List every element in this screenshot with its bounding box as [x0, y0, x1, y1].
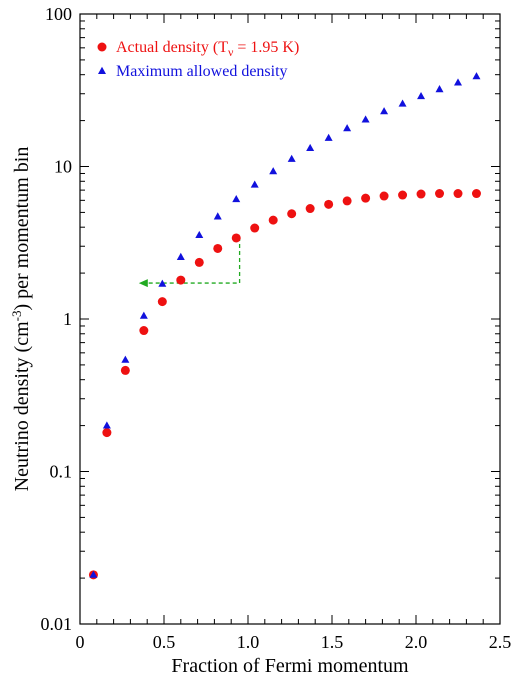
maximum-density-point: [121, 355, 130, 363]
maximum-density-point: [398, 99, 407, 107]
y-tick-label: 10: [54, 157, 72, 177]
maximum-density-point: [269, 167, 278, 175]
y-tick-label: 0.1: [50, 462, 73, 482]
x-tick-label: 0.5: [153, 632, 176, 652]
actual-density-point: [435, 189, 445, 199]
data-series: [88, 72, 481, 580]
actual-density-point: [398, 190, 408, 200]
y-tick-label: 0.01: [41, 614, 73, 634]
legend-label-actual-density: Actual density (Tν = 1.95 K): [116, 39, 299, 59]
x-tick-label: 0: [76, 632, 85, 652]
actual-density-point: [268, 215, 278, 225]
actual-density-point: [176, 275, 186, 285]
maximum-density-point: [454, 78, 462, 86]
maximum-density-point: [417, 92, 426, 100]
x-axis-title: Fraction of Fermi momentum: [171, 655, 409, 677]
maximum-density-point: [250, 180, 259, 188]
maximum-density-point: [306, 143, 315, 152]
maximum-density-point: [380, 107, 389, 115]
actual-density-point: [287, 209, 297, 219]
maximum-density-point: [287, 154, 296, 162]
actual-density-point: [194, 257, 204, 267]
plot-frame: [79, 13, 501, 625]
actual-density-point: [120, 365, 130, 375]
actual-density-point: [157, 297, 167, 307]
actual-density-point: [471, 189, 481, 199]
maximum-density-point: [324, 133, 333, 141]
y-axis-title: Neutrino density (cm-3) per momentum bin: [9, 147, 33, 492]
y-axis-title-sup: -3: [9, 311, 24, 322]
legend-label-maximum-density: Maximum allowed density: [116, 63, 288, 80]
actual-density-point: [379, 191, 389, 201]
annotation-dashed-path: [138, 236, 241, 284]
x-tick-label: 1.0: [237, 632, 260, 652]
actual-density-point: [213, 243, 223, 253]
x-tick-label: 2.0: [405, 632, 428, 652]
actual-density-point: [305, 204, 315, 214]
maximum-density-point: [232, 195, 241, 203]
y-tick-label: 100: [45, 4, 72, 24]
y-tick-label: 1: [63, 309, 72, 329]
actual-density-point: [324, 199, 334, 209]
actual-density-point: [361, 193, 371, 203]
maximum-density-point: [176, 252, 185, 260]
maximum-density-point: [139, 311, 148, 319]
maximum-density-point: [102, 421, 111, 429]
actual-density-point: [231, 233, 241, 243]
x-tick-label: 2.5: [489, 632, 512, 652]
maximum-density-point: [89, 570, 98, 578]
legend-marker-actual-density: [97, 42, 107, 52]
actual-density-point: [342, 196, 352, 206]
maximum-density-point: [343, 124, 352, 132]
maximum-density-point: [195, 230, 204, 239]
actual-density-point: [102, 428, 112, 438]
axis-ticks: 0 0.5 1.0 1.5 2.0 2.5 0.01 0.1 1 10 100: [41, 4, 512, 652]
legend-label-actual-pre: Actual density (T: [116, 39, 228, 56]
actual-density-point: [139, 326, 149, 336]
maximum-density-point: [361, 115, 370, 123]
annotation-arrowhead: [138, 279, 148, 288]
maximum-density-point: [158, 279, 167, 287]
maximum-density-point: [435, 85, 444, 93]
maximum-density-point: [213, 212, 222, 220]
actual-density-point: [416, 189, 426, 199]
actual-density-point: [453, 189, 463, 199]
x-tick-label: 1.5: [321, 632, 344, 652]
actual-density-point: [250, 223, 260, 233]
legend-label-actual-post: = 1.95 K): [233, 39, 299, 56]
y-axis-title-pre: Neutrino density (cm: [11, 321, 33, 491]
legend-marker-maximum-density: [98, 66, 106, 74]
maximum-density-point: [472, 72, 481, 80]
legend: Actual density (Tν = 1.95 K) Maximum all…: [97, 39, 299, 80]
y-axis-title-post: ) per momentum bin: [11, 147, 33, 311]
legend-label-actual-sub: ν: [228, 45, 234, 59]
annotation-arrow: [138, 236, 241, 288]
